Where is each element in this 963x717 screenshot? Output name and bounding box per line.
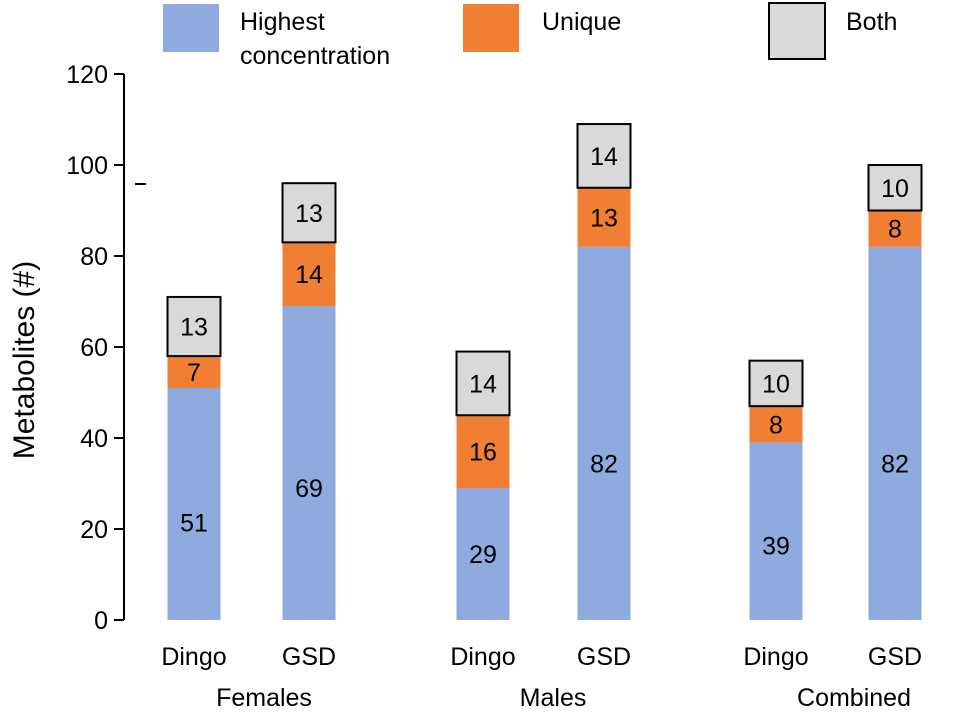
legend-label: Both	[846, 8, 897, 36]
bar-label-highest: 51	[180, 510, 208, 538]
bar-segment-unique	[577, 187, 631, 247]
bar-label-both: 10	[762, 370, 790, 398]
bar-segment-highest	[282, 306, 336, 620]
x-axis-labels: Dingo GSD Dingo GSD Dingo GSD Females Males Comb…	[161, 643, 922, 712]
bar-segment-unique	[749, 406, 803, 443]
bar-label-highest: 82	[881, 450, 909, 478]
bar-stack: 51 7 13	[166, 295, 222, 620]
y-tick-label: 120	[66, 61, 108, 89]
legend-label: Highest	[240, 8, 325, 36]
y-tick-label: 20	[80, 516, 108, 544]
bar-stack: 69 14 13	[281, 182, 337, 620]
x-category-label: Dingo	[743, 643, 808, 671]
x-category-label: GSD	[577, 643, 631, 671]
bar-segment-unique	[167, 356, 221, 388]
bar-label-both: 13	[180, 314, 208, 342]
bar-label-highest: 82	[590, 450, 618, 478]
bar-label-highest: 29	[469, 541, 497, 569]
bar-label-unique: 16	[469, 439, 497, 467]
bar-segment-both	[748, 359, 804, 408]
bar-stack: 39 8 10	[748, 359, 804, 620]
bar-segment-both	[166, 295, 222, 358]
y-tick-label: 80	[80, 243, 108, 271]
bar-stack: 82 8 10	[867, 164, 923, 620]
bar-segment-unique	[456, 415, 510, 489]
bar-segment-both	[455, 350, 511, 417]
x-category-label: Dingo	[450, 643, 515, 671]
bar-segment-both	[867, 164, 923, 212]
y-tick-label: 40	[80, 425, 108, 453]
bar-segment-highest	[749, 442, 803, 620]
bar-stack: 82 13 14	[576, 123, 632, 620]
y-tick-label: 100	[66, 152, 108, 180]
bar-segment-highest	[577, 246, 631, 620]
x-category-label: Dingo	[161, 643, 226, 671]
legend-swatch	[163, 4, 219, 52]
x-group-label: Combined	[797, 684, 911, 712]
bar-segment-both	[576, 123, 632, 189]
bar-label-both: 14	[590, 143, 618, 171]
y-axis: 0 20 40 60 80 100 120	[66, 61, 146, 635]
legend-swatch	[463, 4, 519, 52]
bar-label-unique: 13	[590, 204, 618, 232]
bar-segment-highest	[456, 488, 510, 620]
bar-segment-both	[281, 182, 337, 244]
y-tick-label: 60	[80, 334, 108, 362]
bar-label-unique: 8	[888, 216, 902, 244]
bar-label-unique: 8	[769, 411, 783, 439]
bar-label-both: 14	[469, 370, 497, 398]
y-tick-label: 0	[94, 607, 108, 635]
bar-segment-highest	[167, 387, 221, 620]
bar-label-both: 13	[295, 200, 323, 228]
bar-label-unique: 7	[187, 359, 201, 387]
x-category-label: GSD	[868, 643, 922, 671]
bar-segment-highest	[868, 246, 922, 620]
legend: Highest concentration Unique Both	[163, 2, 897, 70]
legend-swatch	[768, 2, 826, 60]
bar-label-unique: 14	[295, 261, 323, 289]
bar-label-both: 10	[881, 175, 909, 203]
bar-stack: 29 16 14	[455, 350, 511, 620]
bars: 51 7 13 69 14 13 29 16 14 82 13 14 39 8 10 82 8 10	[166, 123, 923, 620]
y-axis-label: Metabolites (#)	[8, 261, 41, 459]
bar-label-highest: 69	[295, 475, 323, 503]
x-group-label: Males	[520, 684, 587, 712]
legend-label: Unique	[542, 8, 621, 36]
bar-segment-unique	[282, 242, 336, 307]
bar-segment-unique	[868, 210, 922, 247]
x-group-label: Females	[216, 684, 312, 712]
bar-label-highest: 39	[762, 532, 790, 560]
legend-label: concentration	[240, 42, 390, 70]
x-category-label: GSD	[282, 643, 336, 671]
